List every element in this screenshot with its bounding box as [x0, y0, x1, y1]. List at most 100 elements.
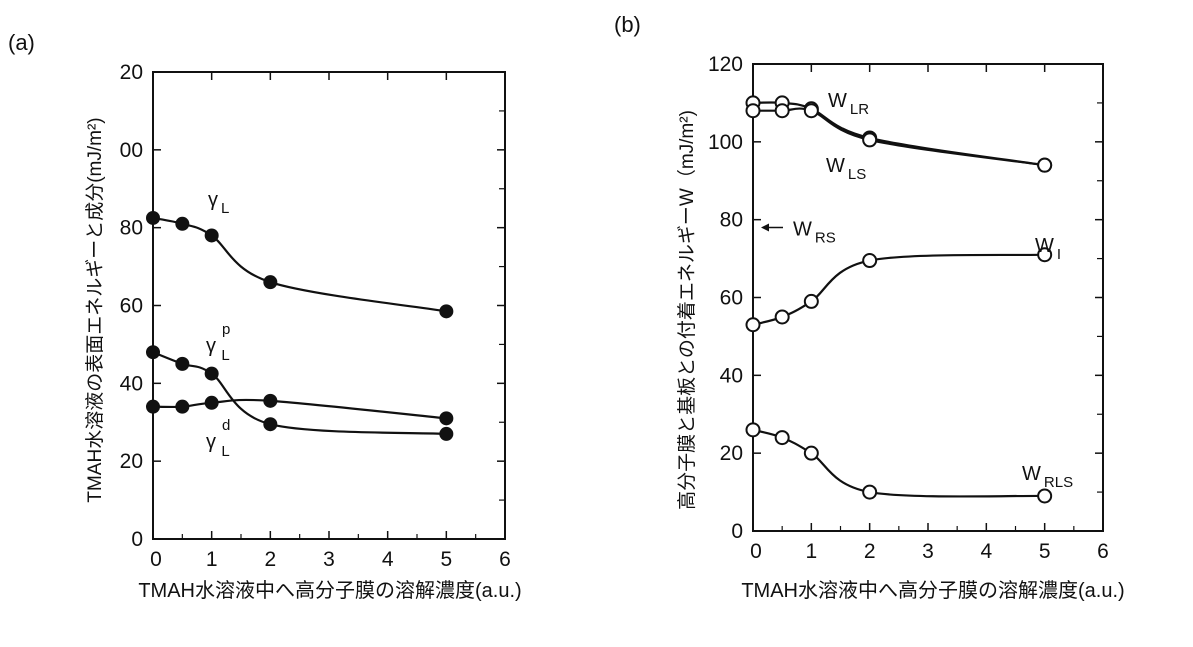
y-tick-label: 60: [120, 295, 143, 318]
data-point-WLS: [862, 132, 878, 148]
panel-label-a: (a): [8, 30, 35, 55]
x-tick-label: 0: [750, 540, 762, 563]
x-tick-label: 4: [382, 548, 394, 571]
data-point-γL: [204, 228, 219, 243]
series-label-γLp-main: γ: [206, 335, 216, 357]
y-axis-label-a: TMAH水溶液の表面エネルギーと成分(mJ/m²): [84, 117, 106, 502]
data-point-WLS: [745, 103, 761, 119]
series-label-WLS-main: W: [826, 155, 845, 177]
data-point-γLp: [175, 356, 190, 371]
series-label-γLd: γd L: [206, 417, 230, 460]
x-tick-label: 2: [264, 548, 276, 571]
series-label-γL-main: γ: [208, 189, 218, 211]
chart-b: (b) TMAH水溶液中へ高分子膜の溶解濃度(a.u.) 高分子膜と基板との付着…: [614, 12, 1125, 602]
series-line-WLS: [752, 107, 1045, 167]
x-tick-label: 6: [499, 548, 511, 571]
series-label-WRLS-sub: RLS: [1044, 474, 1073, 491]
data-point-γLd: [263, 393, 278, 408]
y-tick-label: 20: [720, 442, 743, 465]
series-label-γLp-sup: p: [222, 321, 230, 338]
data-point-γLp: [204, 366, 219, 381]
panel-label-b: (b): [614, 12, 641, 37]
series-label-WRLS-main: W: [1022, 463, 1041, 485]
x-axis-label-a: TMAH水溶液中へ高分子膜の溶解濃度(a.u.): [138, 579, 521, 602]
x-tick-label: 1: [206, 548, 218, 571]
series-label-WLS-sub: LS: [848, 166, 866, 183]
y-tick-label: 100: [708, 131, 743, 154]
data-point-WLS: [1037, 157, 1053, 173]
series-label-γLd-sup: d: [222, 417, 230, 434]
x-tick-label: 0: [150, 548, 162, 571]
data-point-WI: [745, 317, 761, 333]
data-point-WRLS: [862, 484, 878, 500]
x-tick-label: 5: [440, 548, 452, 571]
data-point-γLd: [204, 395, 219, 410]
data-point-γLd: [439, 411, 454, 426]
data-point-γLd: [175, 399, 190, 414]
series-line-γLp: [152, 351, 447, 436]
x-tick-label: 5: [1039, 540, 1051, 563]
series-label-WI-sub: I: [1057, 246, 1061, 263]
data-point-γL: [439, 304, 454, 319]
data-point-WRLS: [745, 422, 761, 438]
data-point-WI: [862, 253, 878, 269]
series-line-γL: [152, 216, 447, 313]
series-label-γLp-sub: L: [221, 347, 229, 364]
data-point-WRLS: [1037, 488, 1053, 504]
series-label-γL-sub: L: [221, 200, 229, 217]
annotation-label-WRS: W RS: [793, 218, 836, 246]
chart-a: (a) TMAH水溶液中へ高分子膜の溶解濃度(a.u.) TMAH水溶液の表面エ…: [8, 30, 522, 602]
y-tick-label: 120: [708, 53, 743, 76]
series-line-WRLS: [752, 428, 1045, 498]
series-line-WI: [752, 253, 1045, 326]
annotation-label-WRS-sub: RS: [815, 229, 836, 246]
y-tick-label: 20: [120, 61, 143, 84]
series-label-γLd-main: γ: [206, 431, 216, 453]
series-label-WLR: W LR: [828, 90, 869, 118]
arrow-head-icon: [761, 223, 769, 232]
data-point-γLd: [146, 399, 160, 414]
y-tick-label: 0: [131, 528, 143, 551]
data-point-WI: [1037, 247, 1053, 263]
data-point-WLS: [803, 103, 819, 119]
y-tick-label: 00: [120, 139, 143, 162]
data-point-WI: [774, 309, 790, 325]
series-label-WLS: W LS: [826, 155, 866, 183]
data-point-WRLS: [774, 430, 790, 446]
data-point-WLS: [774, 103, 790, 119]
series-label-γLp: γp L: [206, 321, 230, 364]
x-tick-label: 3: [922, 540, 934, 563]
y-tick-label: 20: [120, 450, 143, 473]
series-line-γLd: [152, 398, 447, 420]
series-label-WLR-main: W: [828, 90, 847, 112]
data-point-γLp: [439, 426, 454, 441]
data-point-WI: [803, 293, 819, 309]
y-tick-label: 60: [720, 287, 743, 310]
y-tick-label: 80: [120, 217, 143, 240]
x-axis-label-b: TMAH水溶液中へ高分子膜の溶解濃度(a.u.): [741, 579, 1124, 602]
x-tick-label: 6: [1097, 540, 1109, 563]
data-point-γLp: [263, 417, 278, 432]
y-tick-label: 40: [120, 372, 143, 395]
series-label-WLR-sub: LR: [850, 101, 869, 118]
x-tick-label: 3: [323, 548, 335, 571]
data-point-γL: [146, 210, 160, 225]
data-point-γL: [263, 275, 278, 290]
plot-frame: [152, 71, 506, 540]
x-tick-label: 4: [980, 540, 992, 563]
y-tick-label: 80: [720, 209, 743, 232]
data-point-WRLS: [803, 445, 819, 461]
data-point-γL: [175, 216, 190, 231]
x-tick-label: 2: [864, 540, 876, 563]
series-label-WI-main: W: [1035, 235, 1054, 257]
annotation-label-WRS-main: W: [793, 218, 812, 240]
data-point-γLp: [146, 345, 160, 360]
y-tick-label: 0: [731, 520, 743, 543]
y-axis-label-b: 高分子膜と基板との付着エネルギーW（mJ/m²): [676, 110, 698, 510]
x-tick-label: 1: [805, 540, 817, 563]
series-label-WRLS: W RLS: [1022, 463, 1073, 491]
series-line-WLR: [752, 101, 1045, 167]
